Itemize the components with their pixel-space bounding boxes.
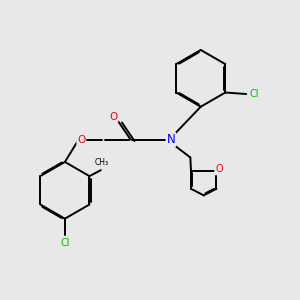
Text: N: N xyxy=(167,133,175,146)
Text: Cl: Cl xyxy=(60,238,70,248)
Text: O: O xyxy=(215,164,223,175)
Text: O: O xyxy=(110,112,118,122)
Text: Cl: Cl xyxy=(250,89,259,99)
Text: O: O xyxy=(77,134,86,145)
Text: CH₃: CH₃ xyxy=(94,158,109,166)
